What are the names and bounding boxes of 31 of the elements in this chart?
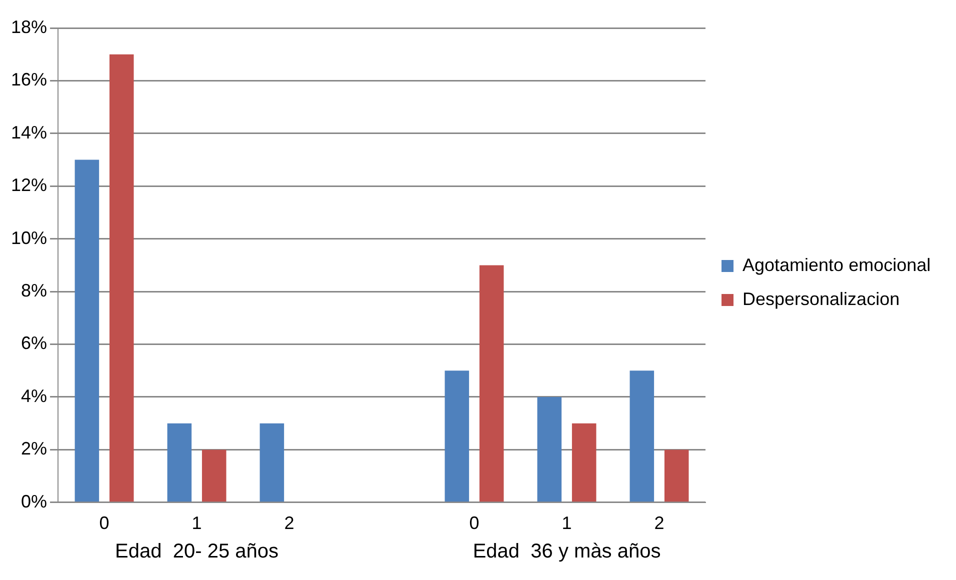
y-tick-label: 8%: [21, 280, 48, 301]
x-tick-label: 2: [654, 513, 664, 534]
bar: [537, 396, 562, 502]
text: Edad 36 y màs años: [472, 540, 661, 563]
y-tick-label: 14%: [10, 122, 48, 142]
x-tick-label: 1: [192, 513, 202, 534]
x-tick-label: 2: [284, 513, 294, 534]
y-tick-label: 6%: [21, 333, 48, 354]
legend-label: Agotamiento emocional: [742, 254, 931, 275]
y-tick-label: 12%: [10, 175, 48, 196]
bar: [260, 423, 284, 502]
y-tick-label: 2%: [21, 438, 48, 459]
bar: [109, 54, 134, 502]
y-tick-label: 4%: [21, 386, 48, 406]
bar: [479, 265, 504, 502]
y-tick-label: 10%: [10, 228, 48, 248]
legend-label: Despersonalizacion: [742, 288, 900, 309]
bar: [202, 450, 226, 502]
x-tick-label: 0: [99, 513, 110, 534]
bar: [167, 423, 192, 502]
x-tick-label: 1: [562, 513, 572, 534]
y-tick-label: 0%: [21, 491, 48, 512]
bar: [664, 450, 689, 502]
bar: [444, 370, 470, 502]
y-tick-label: 18%: [10, 16, 48, 37]
y-tick-label: 16%: [10, 70, 48, 90]
x-tick-label: 0: [469, 513, 480, 534]
bar: [74, 160, 100, 502]
text: Edad 20- 25 años: [115, 540, 279, 563]
bar: [572, 423, 596, 502]
bar: [630, 370, 654, 502]
